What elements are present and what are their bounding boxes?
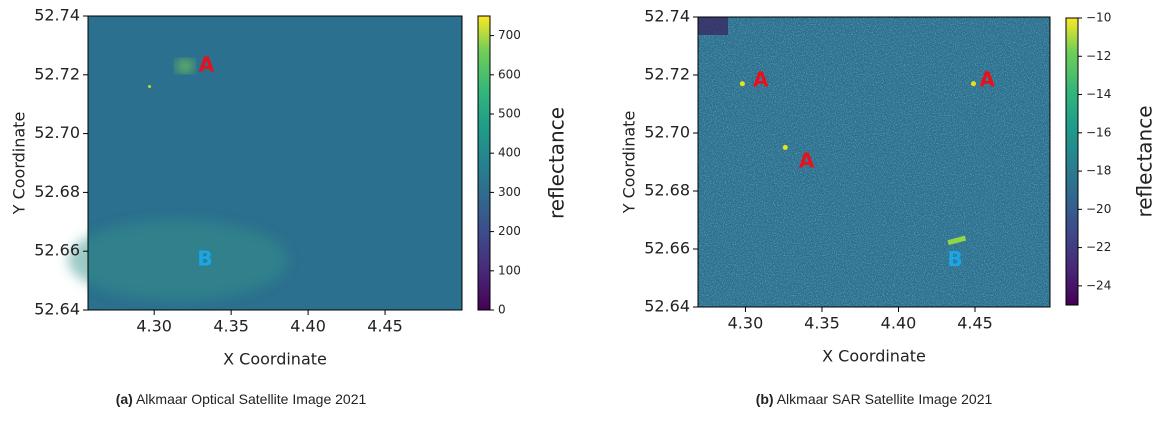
axes-frame bbox=[87, 15, 463, 311]
colorbar-tick-label: 700 bbox=[498, 28, 521, 42]
y-axis-label: Y Coordinate bbox=[10, 112, 29, 216]
image-texture bbox=[68, 220, 288, 300]
annotation: A bbox=[980, 67, 996, 91]
x-tick-label: 4.40 bbox=[290, 317, 326, 336]
colorbar-tick-label: 400 bbox=[498, 146, 521, 160]
image-texture bbox=[176, 59, 193, 72]
x-tick-label: 4.45 bbox=[957, 314, 993, 333]
image-texture bbox=[970, 81, 976, 87]
colorbar-tick-label: −16 bbox=[1086, 125, 1111, 139]
colorbar-tick-label: 500 bbox=[498, 107, 521, 121]
y-tick-label: 52.72 bbox=[34, 64, 80, 83]
colorbar-tick-label: −18 bbox=[1086, 164, 1111, 178]
caption-text: Alkmaar Optical Satellite Image 2021 bbox=[136, 391, 367, 407]
caption-label: (a) bbox=[116, 391, 133, 407]
colorbar-tick-label: 100 bbox=[498, 263, 521, 277]
x-axis-label: X Coordinate bbox=[822, 347, 926, 366]
caption-label: (b) bbox=[756, 391, 774, 407]
caption-text: Alkmaar SAR Satellite Image 2021 bbox=[777, 391, 993, 407]
y-tick-label: 52.68 bbox=[644, 181, 690, 200]
y-tick-label: 52.64 bbox=[644, 297, 690, 316]
y-tick-label: 52.68 bbox=[34, 182, 80, 201]
x-tick-label: 4.30 bbox=[728, 314, 764, 333]
x-tick-label: 4.35 bbox=[804, 314, 840, 333]
x-tick-label: 4.35 bbox=[213, 317, 249, 336]
colorbar-tick-label: 300 bbox=[498, 185, 521, 199]
y-tick-label: 52.70 bbox=[644, 123, 690, 142]
colorbar-label: reflectance bbox=[1133, 105, 1157, 217]
x-tick-label: 4.30 bbox=[136, 317, 172, 336]
axes-frame bbox=[697, 16, 1051, 308]
colorbar bbox=[1065, 17, 1079, 306]
y-tick-label: 52.74 bbox=[34, 6, 80, 25]
image-texture bbox=[698, 17, 1050, 307]
colorbar-tick-label: −22 bbox=[1086, 240, 1111, 254]
caption: (b) Alkmaar SAR Satellite Image 2021 bbox=[756, 391, 993, 407]
image-texture bbox=[698, 17, 728, 35]
colorbar-tick-label: −12 bbox=[1086, 49, 1111, 63]
caption: (a) Alkmaar Optical Satellite Image 2021 bbox=[116, 391, 367, 407]
colorbar-tick-label: 0 bbox=[498, 303, 506, 317]
x-tick-label: 4.40 bbox=[881, 314, 917, 333]
y-axis-label: Y Coordinate bbox=[620, 111, 639, 215]
annotation: B bbox=[197, 247, 212, 271]
image-texture bbox=[739, 81, 745, 87]
colorbar-label: reflectance bbox=[545, 107, 569, 219]
colorbar-tick-label: −14 bbox=[1086, 87, 1111, 101]
y-tick-label: 52.66 bbox=[34, 241, 80, 260]
colorbar-tick-label: 600 bbox=[498, 67, 521, 81]
annotation: B bbox=[947, 247, 962, 271]
colorbar-tick-label: −10 bbox=[1086, 11, 1111, 25]
image-texture bbox=[947, 235, 967, 246]
y-tick-label: 52.74 bbox=[644, 7, 690, 26]
x-axis-label: X Coordinate bbox=[223, 350, 327, 369]
colorbar bbox=[477, 15, 491, 311]
y-tick-label: 52.64 bbox=[34, 300, 80, 319]
image-texture bbox=[148, 85, 152, 89]
annotation: A bbox=[753, 67, 769, 91]
y-tick-label: 52.72 bbox=[644, 65, 690, 84]
image-texture bbox=[782, 145, 788, 150]
colorbar-tick-label: −20 bbox=[1086, 202, 1111, 216]
x-tick-label: 4.45 bbox=[367, 317, 403, 336]
annotation: A bbox=[799, 149, 815, 173]
colorbar-tick-label: −24 bbox=[1086, 278, 1111, 292]
annotation: A bbox=[199, 52, 215, 76]
y-tick-label: 52.66 bbox=[644, 239, 690, 258]
colorbar-tick-label: 200 bbox=[498, 224, 521, 238]
y-tick-label: 52.70 bbox=[34, 123, 80, 142]
